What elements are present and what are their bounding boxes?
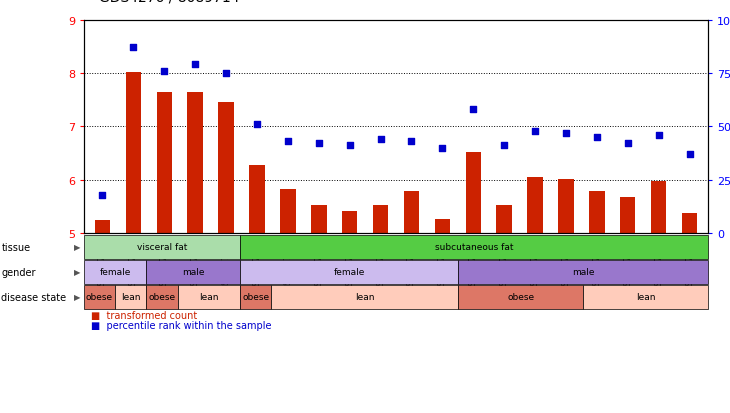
Point <box>158 69 170 75</box>
Bar <box>95 220 110 233</box>
Point <box>622 141 634 147</box>
Bar <box>342 211 358 233</box>
Point <box>374 136 386 143</box>
Text: lean: lean <box>636 292 656 301</box>
Text: ▶: ▶ <box>74 292 80 301</box>
Text: obese: obese <box>507 292 534 301</box>
Bar <box>156 93 172 233</box>
Point <box>591 134 603 141</box>
Text: obese: obese <box>242 292 269 301</box>
Point <box>313 141 325 147</box>
Text: female: female <box>99 268 131 277</box>
Bar <box>249 166 265 233</box>
Bar <box>404 192 419 233</box>
Bar <box>682 213 697 233</box>
Text: lean: lean <box>199 292 218 301</box>
Bar <box>434 219 450 233</box>
Text: ■  percentile rank within the sample: ■ percentile rank within the sample <box>91 320 272 330</box>
Text: male: male <box>182 268 204 277</box>
Text: ■  transformed count: ■ transformed count <box>91 310 198 320</box>
Point <box>529 128 541 135</box>
Text: ▶: ▶ <box>74 268 80 277</box>
Text: lean: lean <box>355 292 374 301</box>
Point <box>282 139 293 145</box>
Text: lean: lean <box>121 292 140 301</box>
Bar <box>466 152 481 233</box>
Text: visceral fat: visceral fat <box>137 243 187 252</box>
Text: female: female <box>334 268 365 277</box>
Text: obese: obese <box>148 292 175 301</box>
Point <box>499 143 510 150</box>
Bar <box>558 179 574 233</box>
Point <box>467 107 479 113</box>
Point <box>344 143 356 150</box>
Point <box>128 45 139 52</box>
Text: male: male <box>572 268 594 277</box>
Text: tissue: tissue <box>1 242 31 252</box>
Bar <box>280 190 296 233</box>
Point <box>437 145 448 152</box>
Text: disease state: disease state <box>1 292 66 302</box>
Bar <box>496 206 512 233</box>
Bar <box>373 206 388 233</box>
Bar <box>651 182 666 233</box>
Point <box>653 132 664 139</box>
Point <box>189 62 201 69</box>
Bar <box>311 206 326 233</box>
Point <box>560 130 572 137</box>
Text: GDS4276 / 8089714: GDS4276 / 8089714 <box>99 0 239 4</box>
Point <box>251 121 263 128</box>
Point <box>96 192 108 198</box>
Bar <box>589 192 604 233</box>
Text: gender: gender <box>1 267 36 277</box>
Bar <box>188 93 203 233</box>
Point <box>684 151 696 158</box>
Point <box>220 71 232 77</box>
Bar <box>527 178 543 233</box>
Bar <box>620 198 636 233</box>
Point <box>406 139 418 145</box>
Bar <box>218 103 234 233</box>
Text: obese: obese <box>86 292 113 301</box>
Text: ▶: ▶ <box>74 243 80 252</box>
Bar <box>126 73 141 233</box>
Text: subcutaneous fat: subcutaneous fat <box>435 243 513 252</box>
